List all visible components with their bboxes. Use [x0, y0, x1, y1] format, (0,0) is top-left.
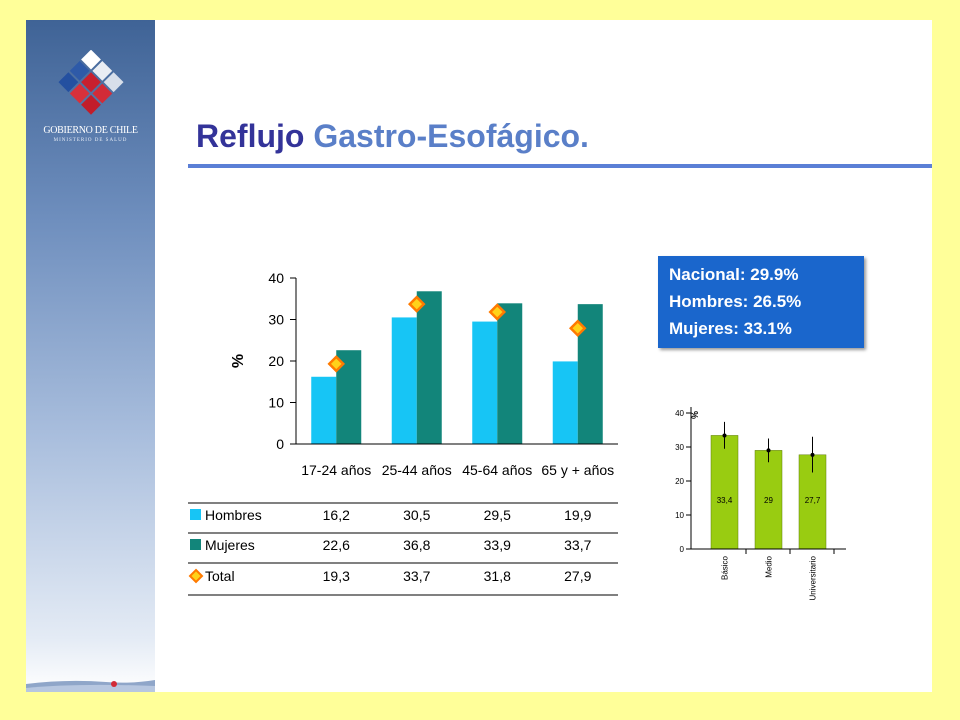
legend-swatch	[190, 509, 201, 520]
x-tick-label: Básico	[721, 555, 730, 580]
table-cell: 31,8	[484, 568, 511, 584]
bar-education	[710, 435, 739, 550]
table-cell: 33,9	[484, 537, 511, 553]
table-cell: 19,9	[564, 507, 591, 523]
y-tick-label: 10	[268, 395, 284, 411]
legend-marker-total	[188, 568, 204, 584]
slide: GOBIERNO DE CHILE MINISTERIO DE SALUD Re…	[26, 20, 932, 692]
table-cell: 30,5	[403, 507, 430, 523]
bar-mujeres	[497, 303, 523, 444]
title-part-1: Reflujo	[196, 118, 305, 154]
data-label: 29	[764, 496, 773, 505]
table-cell: 27,9	[564, 568, 591, 584]
table-cell: 22,6	[323, 537, 350, 553]
marker-total	[488, 303, 507, 321]
education-level-chart: 0 10 20 30 40 % 33,4 Básico 29 Medio 27,7 Universit…	[675, 407, 846, 600]
y-tick-label: 10	[675, 511, 684, 520]
y-tick-label: 40	[675, 409, 684, 418]
age-group-chart: 0 10 20 30 40% 17-24 años 25-44 años 45-64 años…	[188, 270, 618, 596]
x-tick-label: 25-44 años	[382, 462, 452, 478]
summary-men: Hombres: 26.5%	[669, 292, 802, 311]
organization-name: GOBIERNO DE CHILE	[43, 125, 138, 136]
y-axis-label: %	[230, 354, 247, 368]
bar-education	[754, 450, 783, 550]
marker-total	[327, 355, 346, 373]
y-tick-label: 40	[268, 270, 284, 286]
legend-label: Total	[205, 568, 235, 584]
table-cell: 19,3	[323, 568, 350, 584]
x-tick-label: 17-24 años	[301, 462, 371, 478]
bar-hombres	[311, 376, 337, 444]
title-underline	[188, 164, 932, 168]
summary-women: Mujeres: 33.1%	[669, 319, 792, 338]
y-tick-label: 0	[680, 545, 685, 554]
x-tick-label: Medio	[765, 555, 774, 577]
data-label: 27,7	[805, 496, 821, 505]
summary-national: Nacional: 29.9%	[669, 265, 799, 284]
point-marker	[810, 452, 815, 457]
y-tick-label: 30	[675, 443, 684, 452]
table-cell: 36,8	[403, 537, 430, 553]
y-tick-label: 20	[268, 353, 284, 369]
point-marker	[722, 433, 727, 438]
table-cell: 33,7	[403, 568, 430, 584]
x-tick-label: Universitario	[809, 555, 818, 600]
table-cell: 29,5	[484, 507, 511, 523]
sidebar-panel: GOBIERNO DE CHILE MINISTERIO DE SALUD	[26, 20, 155, 692]
y-tick-label: 30	[268, 312, 284, 328]
legend-label: Hombres	[205, 507, 262, 523]
legend-label: Mujeres	[205, 537, 255, 553]
y-tick-label: 0	[276, 436, 284, 452]
y-axis-label: %	[690, 411, 700, 419]
title-part-2: Gastro-Esofágico.	[313, 118, 589, 154]
bar-hombres	[391, 317, 417, 444]
y-tick-label: 20	[675, 477, 684, 486]
organization-subname: MINISTERIO DE SALUD	[53, 138, 128, 143]
table-cell: 16,2	[323, 507, 350, 523]
legend-swatch	[190, 539, 201, 550]
mountain-decoration-icon	[26, 680, 155, 692]
summary-box: Nacional: 29.9% Hombres: 26.5% Mujeres: …	[658, 256, 864, 348]
marker-total	[568, 319, 587, 337]
government-logo-icon	[58, 50, 124, 115]
page-title: Reflujo Gastro-Esofágico.	[196, 118, 589, 155]
table-cell: 33,7	[564, 537, 591, 553]
bar-hombres	[552, 361, 578, 444]
point-marker	[766, 448, 771, 453]
bar-mujeres	[416, 291, 442, 444]
x-tick-label: 45-64 años	[462, 462, 532, 478]
marker-total	[407, 295, 426, 313]
bar-hombres	[472, 321, 498, 444]
x-tick-label: 65 y + años	[541, 462, 614, 478]
data-label: 33,4	[717, 496, 733, 505]
